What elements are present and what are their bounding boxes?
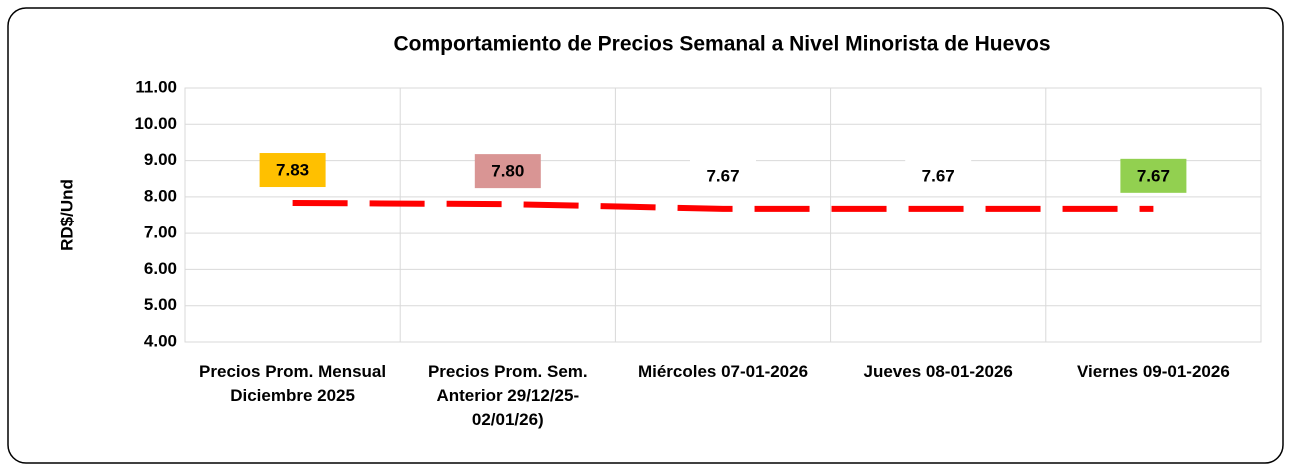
y-tick-label: 9.00: [144, 150, 177, 169]
x-tick-label: Miércoles 07-01-2026: [637, 362, 809, 381]
y-tick-label: 11.00: [135, 77, 177, 96]
data-label-box: [259, 153, 326, 188]
data-label: 7.80: [491, 162, 524, 181]
y-tick-label: 6.00: [144, 259, 177, 278]
data-label: 7.67: [922, 166, 955, 185]
data-label-box: [474, 154, 541, 189]
y-axis-label: RD$/Und: [57, 179, 76, 251]
data-label-box: [1120, 158, 1187, 193]
x-tick-label: Jueves 08-01-2026: [863, 362, 1013, 381]
data-label: 7.83: [276, 161, 309, 180]
data-label-box: [905, 158, 972, 193]
y-tick-label: 7.00: [144, 223, 177, 242]
y-tick-label: 5.00: [144, 295, 177, 314]
chart-border: [7, 7, 1284, 464]
y-tick-label: 4.00: [144, 331, 177, 350]
chart-title: Comportamiento de Precios Semanal a Nive…: [393, 33, 1050, 56]
x-tick-label: Precios Prom. Mensual Diciembre 2025: [199, 362, 387, 405]
line: [292, 200, 1154, 212]
data-label: 7.67: [706, 166, 739, 185]
x-tick-label: Viernes 09-01-2026: [1076, 362, 1230, 381]
y-tick-label: 8.00: [144, 186, 177, 205]
data-label-box: [690, 158, 756, 193]
y-tick-label: 10.00: [134, 114, 177, 133]
plot-border: [184, 87, 1262, 343]
data-label: 7.67: [1137, 166, 1170, 185]
x-tick-label: Precios Prom. Sem. Anterior 29/12/25-02/…: [427, 362, 588, 429]
